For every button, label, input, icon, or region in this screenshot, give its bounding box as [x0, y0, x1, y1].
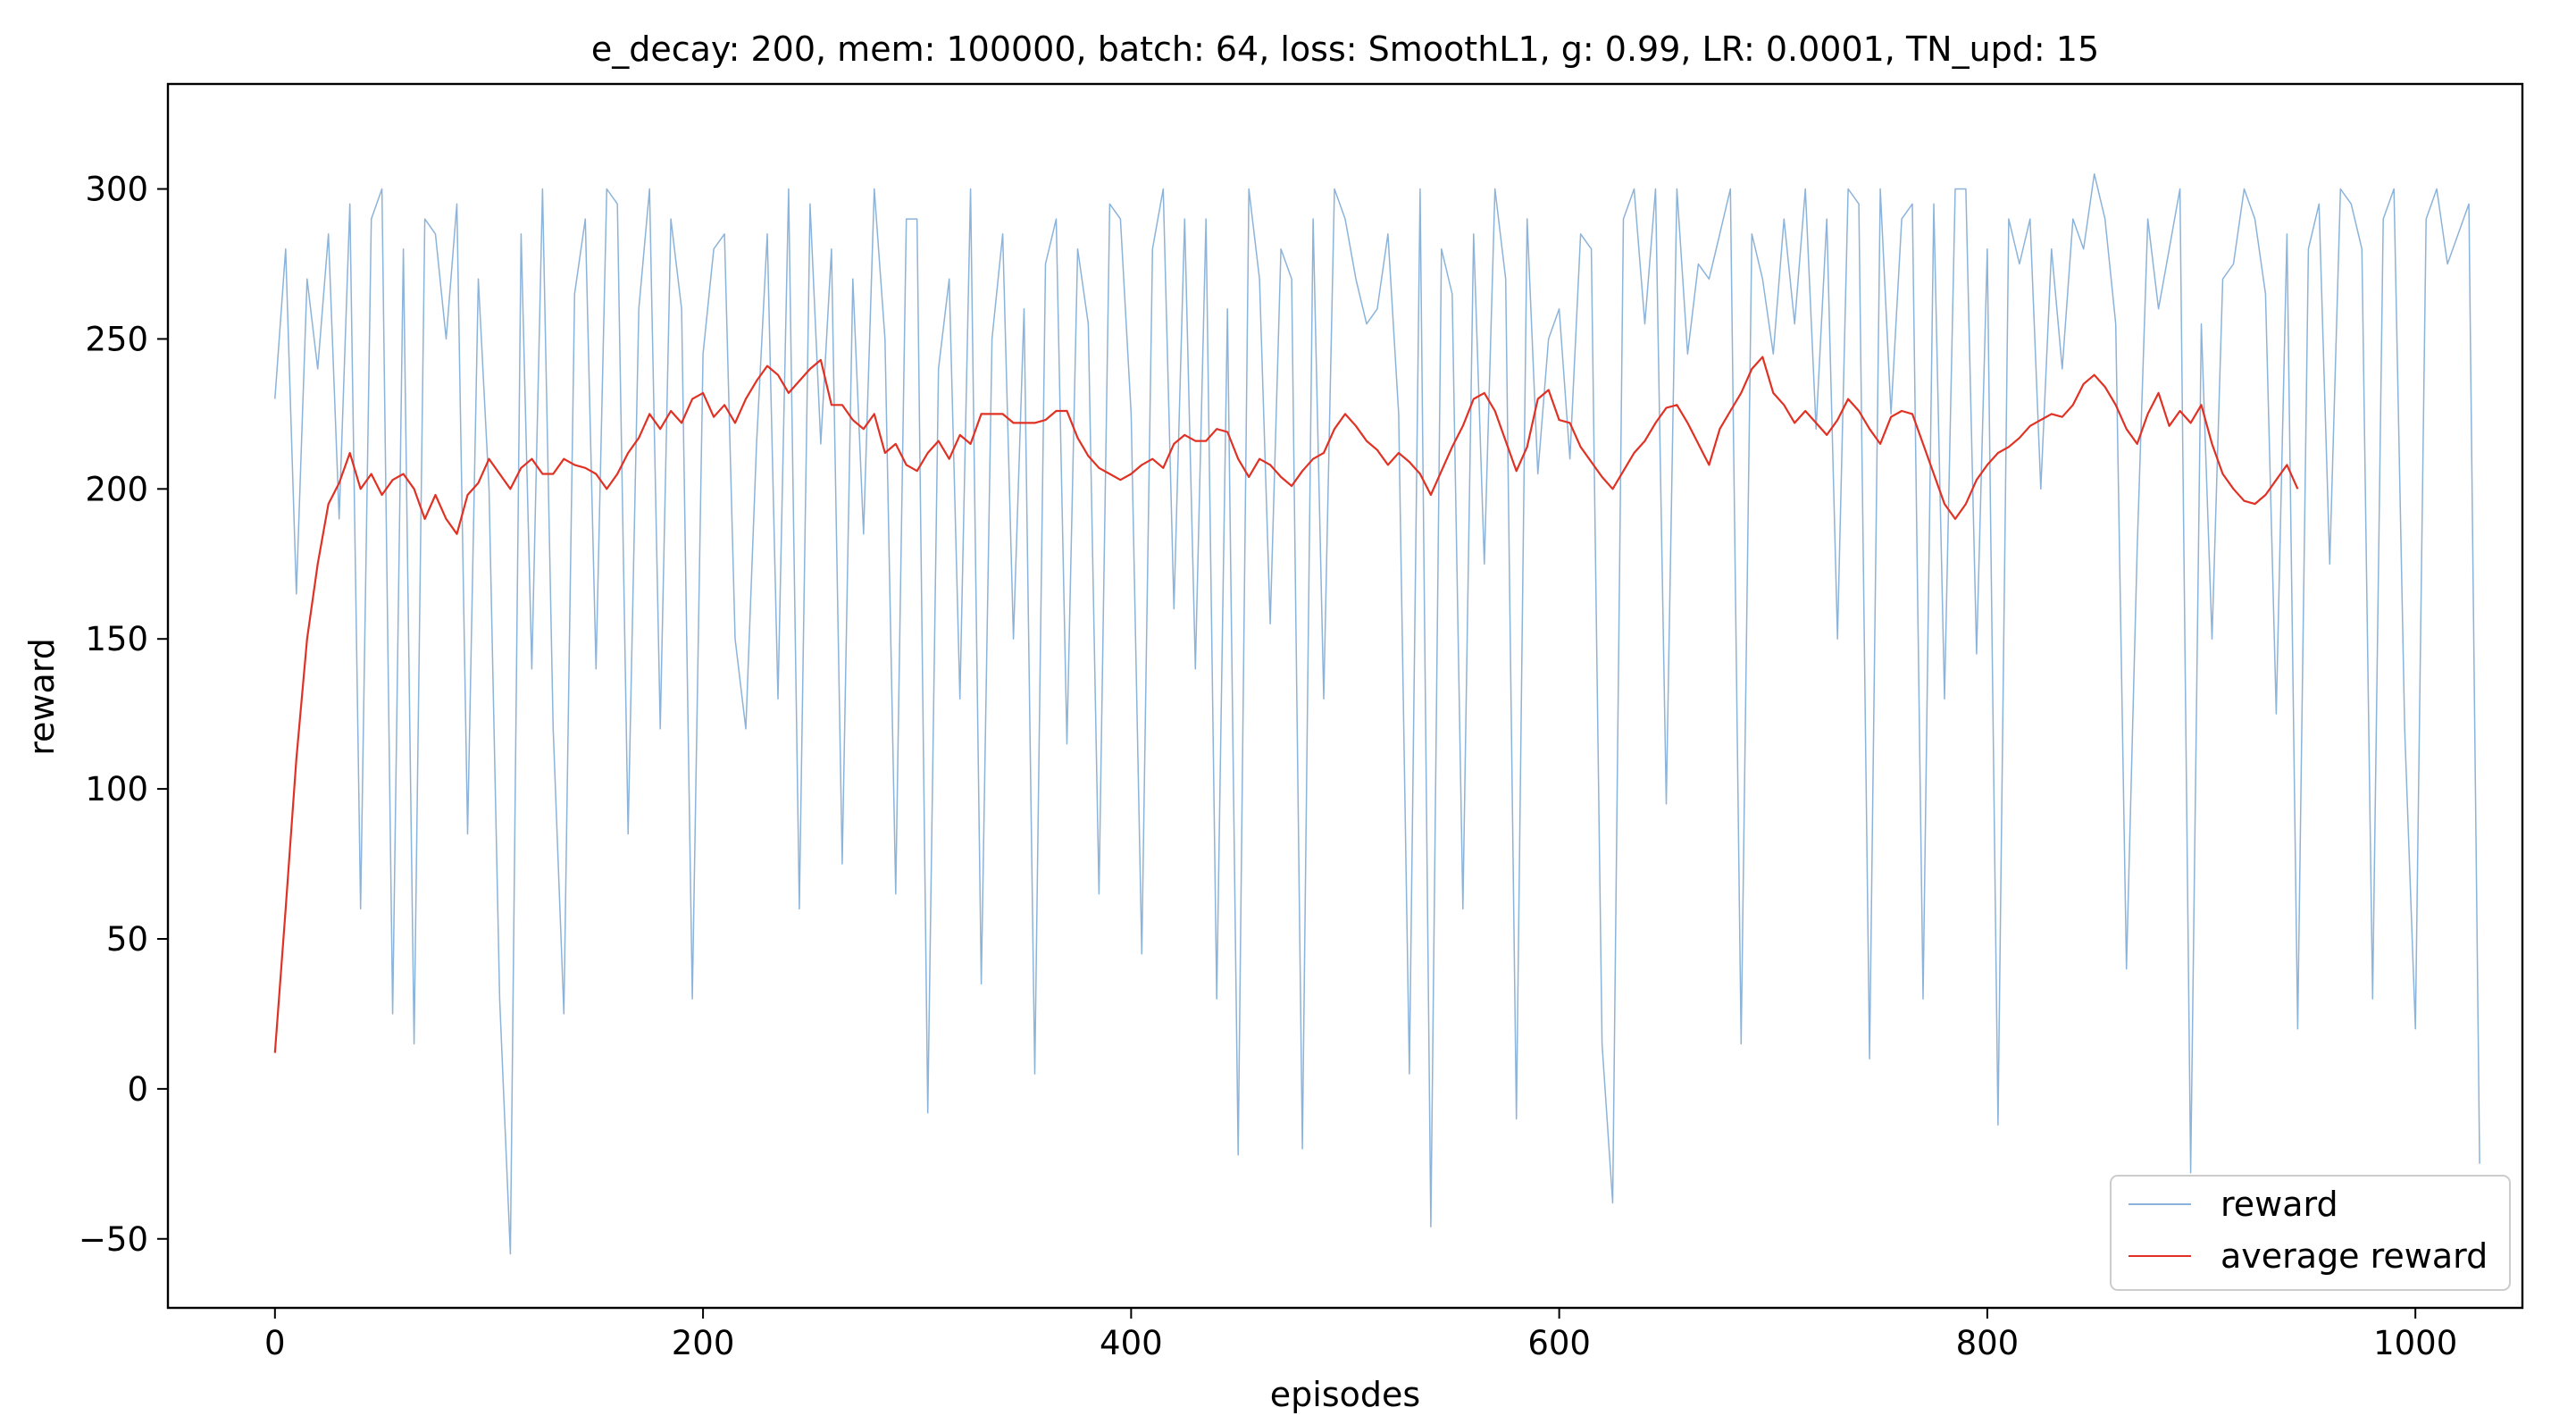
x-axis: 0 200 400 600 800 1000 [264, 1308, 2457, 1362]
y-tick-label: 0 [127, 1070, 148, 1109]
y-tick-label: 50 [106, 920, 148, 959]
x-tick-label: 400 [1100, 1324, 1163, 1362]
x-tick-label: 800 [1956, 1324, 2020, 1362]
x-tick-label: 200 [672, 1324, 735, 1362]
y-axis-label: reward [22, 638, 62, 756]
x-tick-label: 0 [264, 1324, 286, 1362]
series-line-average-reward [273, 356, 2299, 1053]
series-layer [273, 172, 2480, 1255]
chart-title: e_decay: 200, mem: 100000, batch: 64, lo… [591, 29, 2099, 69]
y-tick-label: −50 [79, 1220, 148, 1259]
y-tick-label: 150 [85, 620, 148, 658]
x-tick-label: 1000 [2373, 1324, 2457, 1362]
y-axis: −50 0 50 100 150 200 250 300 [79, 171, 168, 1259]
plot-background [168, 84, 2522, 1308]
legend-box [2110, 1175, 2511, 1291]
plot-frame [166, 82, 2524, 1310]
x-axis-label: episodes [1270, 1375, 1420, 1414]
series-line-reward [274, 172, 2480, 1255]
x-tick-label: 600 [1527, 1324, 1591, 1362]
plot-area [166, 82, 2524, 1310]
y-tick-label: 100 [85, 770, 148, 808]
y-tick-label: 200 [85, 470, 148, 508]
y-tick-label: 300 [85, 171, 148, 209]
legend: reward average reward [2110, 1175, 2511, 1291]
legend-label-average-reward: average reward [2221, 1236, 2488, 1276]
y-tick-label: 250 [85, 320, 148, 358]
legend-label-reward: reward [2221, 1185, 2338, 1224]
